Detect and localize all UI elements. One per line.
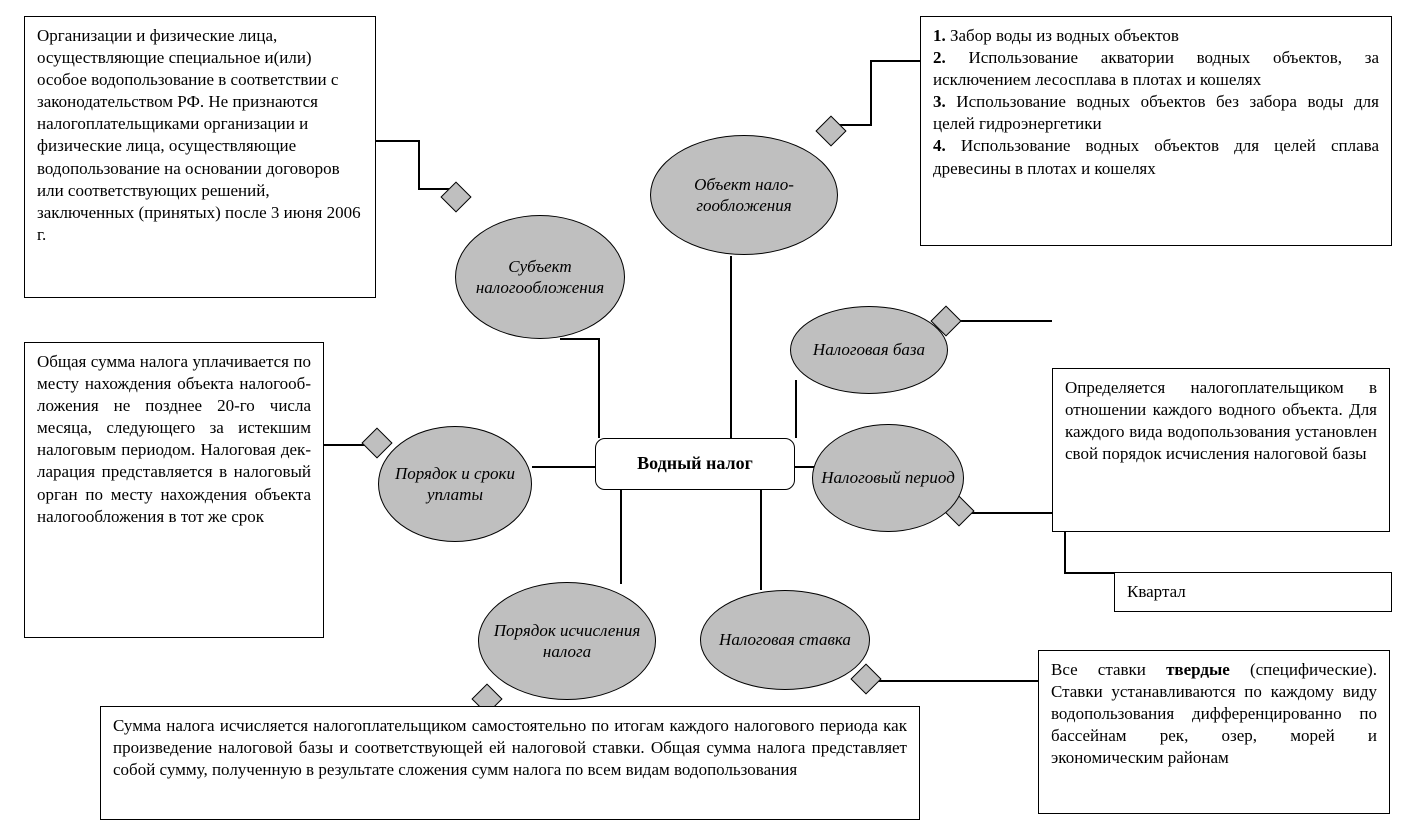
callout-bubble: Налого­вый пе­риод bbox=[812, 424, 964, 532]
callout-tail bbox=[440, 181, 471, 212]
info-box-base_box: Определяется налогоплатель­щиком в отнош… bbox=[1052, 368, 1390, 532]
connector-central-period bbox=[795, 466, 815, 468]
connector-central-base bbox=[795, 380, 797, 438]
connector-base_box-base bbox=[956, 320, 1052, 322]
connector-object_box-object bbox=[870, 60, 920, 62]
connector-subject_box-subject bbox=[376, 140, 420, 142]
connector-period_box-period bbox=[1064, 572, 1114, 574]
callout-bubble: Налоговая ставка bbox=[700, 590, 870, 690]
callout-bubble: Субъект налогообложе­ния bbox=[455, 215, 625, 339]
callout-bubble: Налоговая база bbox=[790, 306, 948, 394]
connector-central-subject bbox=[598, 338, 600, 438]
connector-central-subject bbox=[560, 338, 600, 340]
callout-bubble: Порядок и сроки уплаты bbox=[378, 426, 532, 542]
info-box-pay_box: Общая сумма налога упла­чивается по мест… bbox=[24, 342, 324, 638]
connector-central-object bbox=[730, 256, 732, 438]
info-box-subject_box: Организации и физические лица, осуществл… bbox=[24, 16, 376, 298]
info-box-object_box: 1. Забор воды из водных объектов2. Испол… bbox=[920, 16, 1392, 246]
connector-rate_box-rate bbox=[876, 680, 1038, 682]
info-box-calc_box: Сумма налога исчисляется налогоплательщи… bbox=[100, 706, 920, 820]
connector-period_box-period bbox=[966, 512, 1066, 514]
callout-bubble: Объект нало­гообложения bbox=[650, 135, 838, 255]
central-node: Водный налог bbox=[595, 438, 795, 490]
connector-central-base bbox=[795, 380, 797, 382]
connector-central-calc bbox=[620, 490, 622, 584]
info-box-rate_box: Все ставки твердые (специфиче­ские). Ста… bbox=[1038, 650, 1390, 814]
callout-bubble: Порядок исчисления налога bbox=[478, 582, 656, 700]
connector-object_box-object bbox=[870, 60, 872, 126]
connector-subject_box-subject bbox=[418, 140, 420, 190]
callout-tail bbox=[815, 115, 846, 146]
info-box-period_box: Квартал bbox=[1114, 572, 1392, 612]
diagram-canvas: Водный налог Субъект налогообложе­нияОбъе… bbox=[0, 0, 1415, 828]
connector-central-pay bbox=[532, 466, 595, 468]
connector-central-rate bbox=[760, 490, 762, 590]
